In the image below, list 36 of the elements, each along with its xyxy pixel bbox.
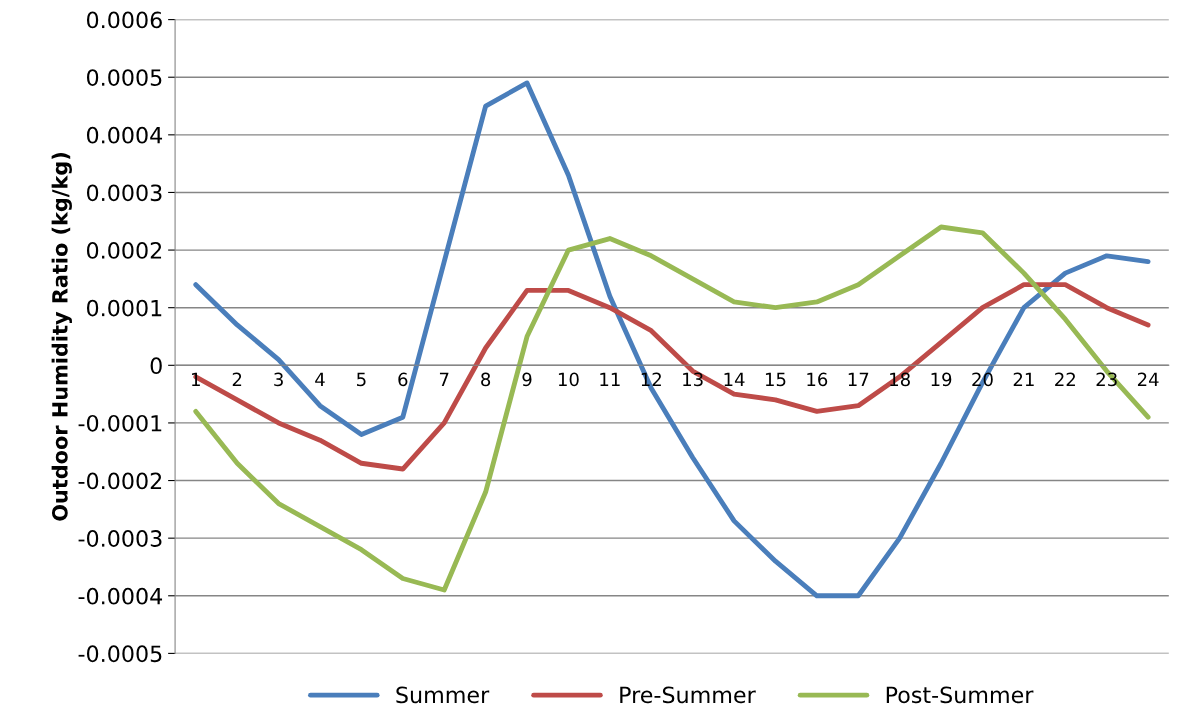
legend-label: Post-Summer	[886, 686, 1034, 704]
legend-label: Pre-Summer	[620, 686, 756, 704]
y-tick-label: 0.0003	[86, 184, 162, 202]
x-tick-label: 11	[600, 372, 620, 386]
x-tick-label: 4	[315, 372, 325, 386]
y-tick-label: -0.0003	[78, 530, 162, 547]
x-tick-label: 9	[522, 372, 532, 387]
y-tick-label: -0.0005	[78, 645, 162, 663]
y-tick-label: 0.0004	[86, 126, 163, 144]
y-tick-label: -0.0002	[78, 472, 162, 490]
x-tick-label: 6	[398, 372, 408, 387]
x-tick-label: 21	[1013, 372, 1034, 386]
y-tick-label: 0.0005	[86, 69, 162, 86]
y-tick-label: 0.0006	[86, 11, 162, 29]
x-tick-label: 7	[439, 372, 449, 386]
y-tick-label: -0.0001	[78, 414, 162, 432]
x-tick-label: 1	[192, 372, 200, 386]
x-tick-label: 24	[1137, 372, 1159, 386]
y-tick-label: 0.0001	[86, 299, 162, 317]
x-tick-label: 16	[807, 372, 828, 387]
x-tick-label: 3	[274, 372, 283, 387]
x-tick-label: 8	[481, 372, 491, 387]
x-tick-label: 19	[931, 372, 952, 387]
legend-label: Summer	[396, 686, 490, 704]
x-tick-label: 2	[232, 372, 242, 386]
x-tick-label: 10	[558, 372, 579, 387]
x-tick-label: 22	[1055, 372, 1075, 386]
x-tick-label: 13	[683, 372, 703, 387]
x-tick-label: 14	[724, 372, 745, 386]
x-tick-label: 5	[357, 372, 366, 387]
y-axis-title: Outdoor Humidity Ratio (kg/kg)	[51, 153, 72, 521]
x-tick-label: 17	[848, 372, 869, 386]
y-tick-label: 0.0002	[86, 242, 162, 259]
y-tick-label: -0.0004	[78, 587, 163, 605]
x-tick-label: 15	[765, 372, 786, 387]
y-tick-label: 0	[150, 357, 162, 375]
